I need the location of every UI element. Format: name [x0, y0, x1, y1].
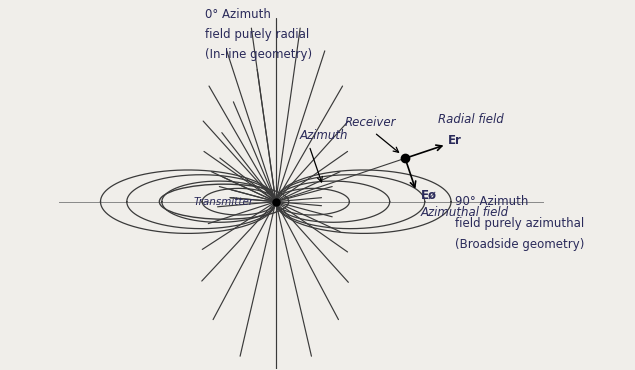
Text: Radial field: Radial field — [438, 113, 504, 126]
Text: Er: Er — [448, 134, 462, 147]
Text: Azimuthal field: Azimuthal field — [420, 206, 509, 219]
Text: field purely radial: field purely radial — [205, 28, 309, 41]
Text: 0° Azimuth: 0° Azimuth — [205, 8, 271, 21]
Text: (Broadside geometry): (Broadside geometry) — [455, 238, 585, 251]
Text: Receiver: Receiver — [345, 116, 396, 129]
Text: 90° Azimuth: 90° Azimuth — [455, 195, 528, 208]
Text: Eø: Eø — [420, 188, 436, 201]
Text: (In-line geometry): (In-line geometry) — [205, 48, 312, 61]
Text: Transmitter: Transmitter — [194, 197, 254, 207]
Text: field purely azimuthal: field purely azimuthal — [455, 217, 584, 230]
Text: Azimuth: Azimuth — [299, 129, 347, 142]
